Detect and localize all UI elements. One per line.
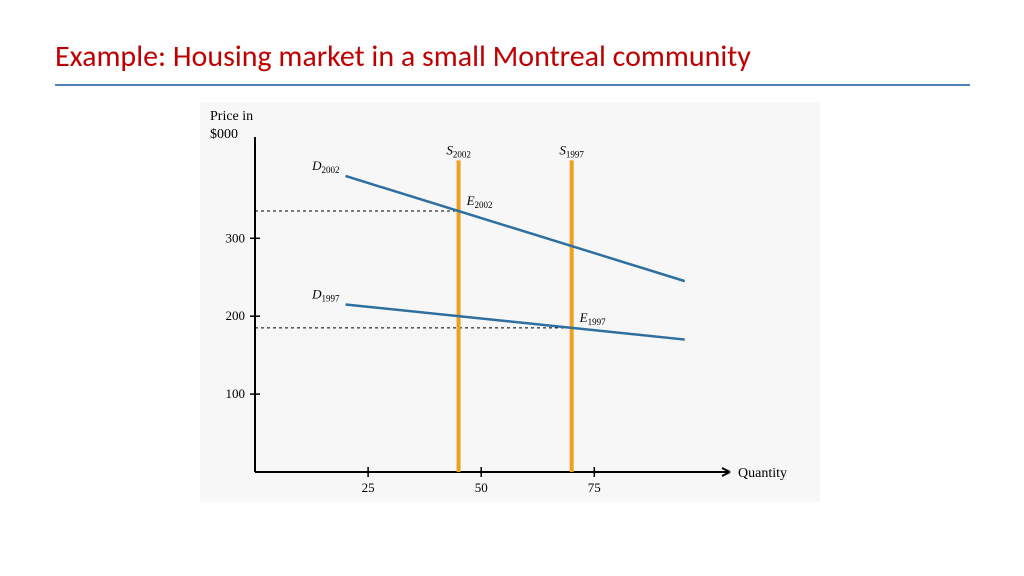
svg-text:E1997: E1997 <box>579 310 606 327</box>
title-underline <box>55 84 970 86</box>
svg-text:D2002: D2002 <box>311 158 339 175</box>
svg-text:S2002: S2002 <box>446 142 471 159</box>
svg-text:S1997: S1997 <box>559 142 584 159</box>
svg-text:200: 200 <box>226 308 246 323</box>
svg-text:$000: $000 <box>210 127 238 142</box>
svg-text:Price in: Price in <box>210 109 253 124</box>
svg-text:25: 25 <box>362 480 375 495</box>
slide-title: Example: Housing market in a small Montr… <box>55 38 751 75</box>
svg-text:D1997: D1997 <box>311 287 340 304</box>
housing-market-chart: Price in $000 100 200 300 25 50 75 Quantity S2002… <box>200 102 820 502</box>
svg-text:E2002: E2002 <box>466 193 493 210</box>
svg-text:Quantity: Quantity <box>738 466 787 481</box>
svg-text:75: 75 <box>588 480 601 495</box>
svg-text:50: 50 <box>475 480 488 495</box>
svg-text:300: 300 <box>226 230 246 245</box>
svg-text:100: 100 <box>226 386 246 401</box>
